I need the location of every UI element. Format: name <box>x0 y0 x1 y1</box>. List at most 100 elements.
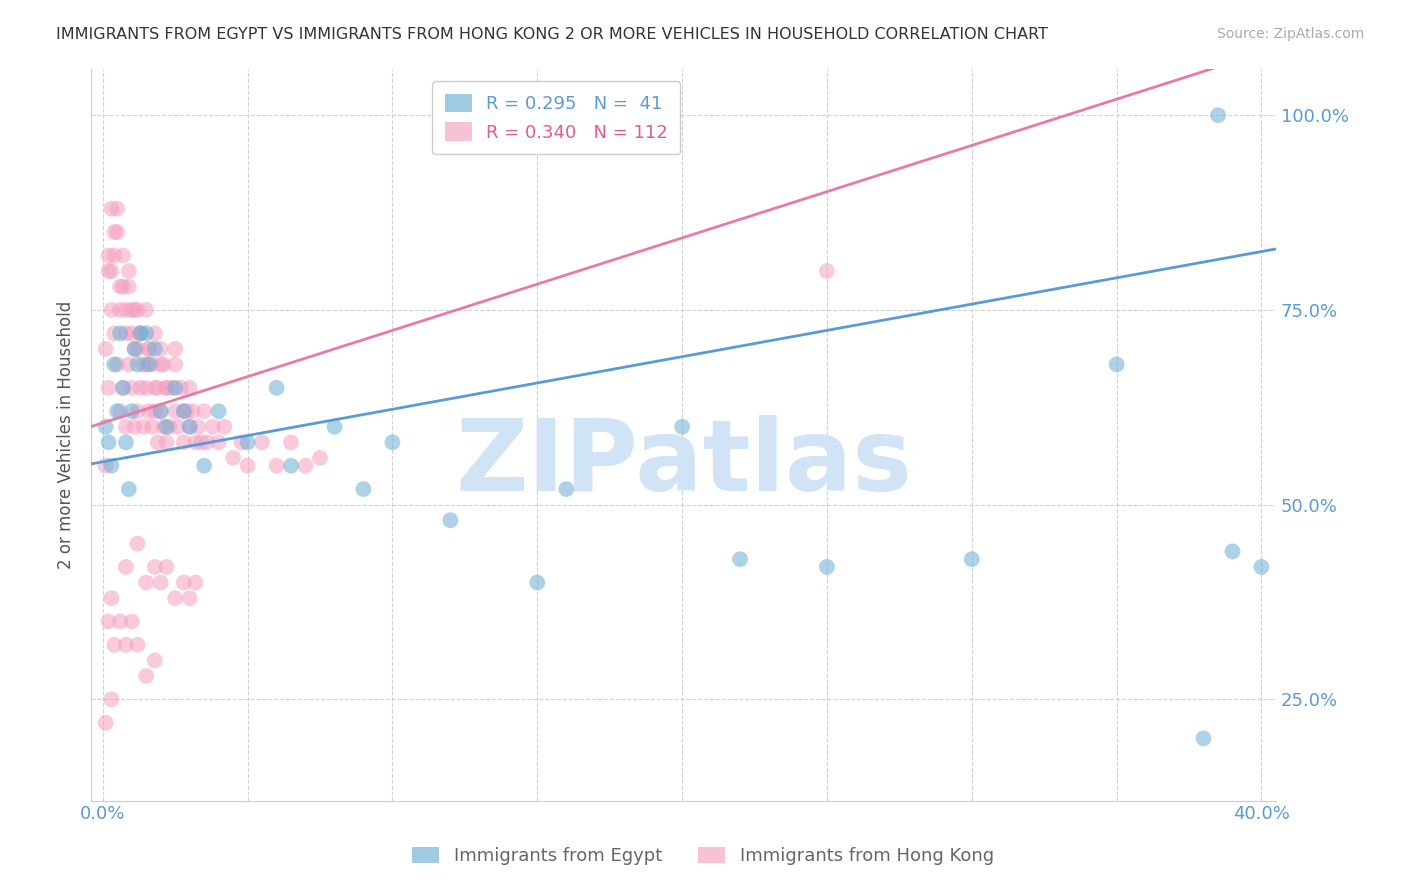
Point <box>143 326 166 341</box>
Point <box>111 381 134 395</box>
Point <box>960 552 983 566</box>
Point <box>250 435 273 450</box>
Point <box>94 419 117 434</box>
Point <box>193 458 215 473</box>
Point <box>100 202 122 216</box>
Point <box>152 358 174 372</box>
Point <box>207 435 229 450</box>
Point <box>105 225 128 239</box>
Point <box>141 419 163 434</box>
Point <box>149 358 172 372</box>
Point <box>135 669 157 683</box>
Point <box>179 591 201 606</box>
Point <box>184 435 207 450</box>
Point <box>115 419 138 434</box>
Point <box>115 435 138 450</box>
Point <box>155 435 177 450</box>
Point <box>100 458 122 473</box>
Point <box>97 381 120 395</box>
Point <box>132 419 155 434</box>
Point <box>193 404 215 418</box>
Point <box>173 404 195 418</box>
Point <box>108 279 131 293</box>
Point <box>149 404 172 418</box>
Point <box>187 419 209 434</box>
Point <box>97 435 120 450</box>
Point <box>231 435 253 450</box>
Point <box>143 342 166 356</box>
Point <box>105 358 128 372</box>
Point <box>115 326 138 341</box>
Point <box>201 419 224 434</box>
Point <box>165 591 187 606</box>
Point <box>1250 560 1272 574</box>
Point <box>439 513 461 527</box>
Point <box>111 381 134 395</box>
Point <box>236 435 259 450</box>
Point <box>135 358 157 372</box>
Point <box>815 264 838 278</box>
Point <box>146 381 169 395</box>
Point <box>184 575 207 590</box>
Point <box>129 326 152 341</box>
Point <box>115 560 138 574</box>
Point <box>121 404 143 418</box>
Point <box>103 358 125 372</box>
Point <box>115 638 138 652</box>
Point <box>138 404 160 418</box>
Point <box>176 404 198 418</box>
Point <box>155 419 177 434</box>
Point <box>127 358 149 372</box>
Point <box>103 638 125 652</box>
Text: ZIPatlas: ZIPatlas <box>456 416 912 512</box>
Point <box>236 458 259 473</box>
Point <box>1222 544 1244 558</box>
Point <box>124 419 146 434</box>
Point <box>266 381 288 395</box>
Point <box>94 715 117 730</box>
Point <box>155 381 177 395</box>
Point <box>173 404 195 418</box>
Point <box>190 435 212 450</box>
Point <box>155 560 177 574</box>
Point <box>214 419 236 434</box>
Point <box>143 404 166 418</box>
Point <box>143 381 166 395</box>
Point <box>121 615 143 629</box>
Point <box>728 552 751 566</box>
Point <box>138 358 160 372</box>
Text: IMMIGRANTS FROM EGYPT VS IMMIGRANTS FROM HONG KONG 2 OR MORE VEHICLES IN HOUSEHO: IMMIGRANTS FROM EGYPT VS IMMIGRANTS FROM… <box>56 27 1049 42</box>
Point <box>124 342 146 356</box>
Point <box>173 575 195 590</box>
Point <box>280 458 302 473</box>
Point <box>100 591 122 606</box>
Point <box>149 342 172 356</box>
Point <box>135 381 157 395</box>
Point <box>157 419 180 434</box>
Point <box>181 404 204 418</box>
Point <box>127 404 149 418</box>
Y-axis label: 2 or more Vehicles in Household: 2 or more Vehicles in Household <box>58 301 75 569</box>
Point <box>100 302 122 317</box>
Point <box>149 575 172 590</box>
Point <box>165 342 187 356</box>
Point <box>103 326 125 341</box>
Point <box>118 264 141 278</box>
Point <box>108 302 131 317</box>
Point <box>222 450 245 465</box>
Point <box>138 342 160 356</box>
Point <box>124 342 146 356</box>
Point <box>179 381 201 395</box>
Point <box>121 326 143 341</box>
Point <box>118 482 141 496</box>
Point <box>108 404 131 418</box>
Point <box>294 458 316 473</box>
Point <box>165 381 187 395</box>
Point <box>97 264 120 278</box>
Point <box>280 435 302 450</box>
Point <box>135 302 157 317</box>
Point <box>100 264 122 278</box>
Point <box>266 458 288 473</box>
Point <box>173 435 195 450</box>
Point <box>162 381 184 395</box>
